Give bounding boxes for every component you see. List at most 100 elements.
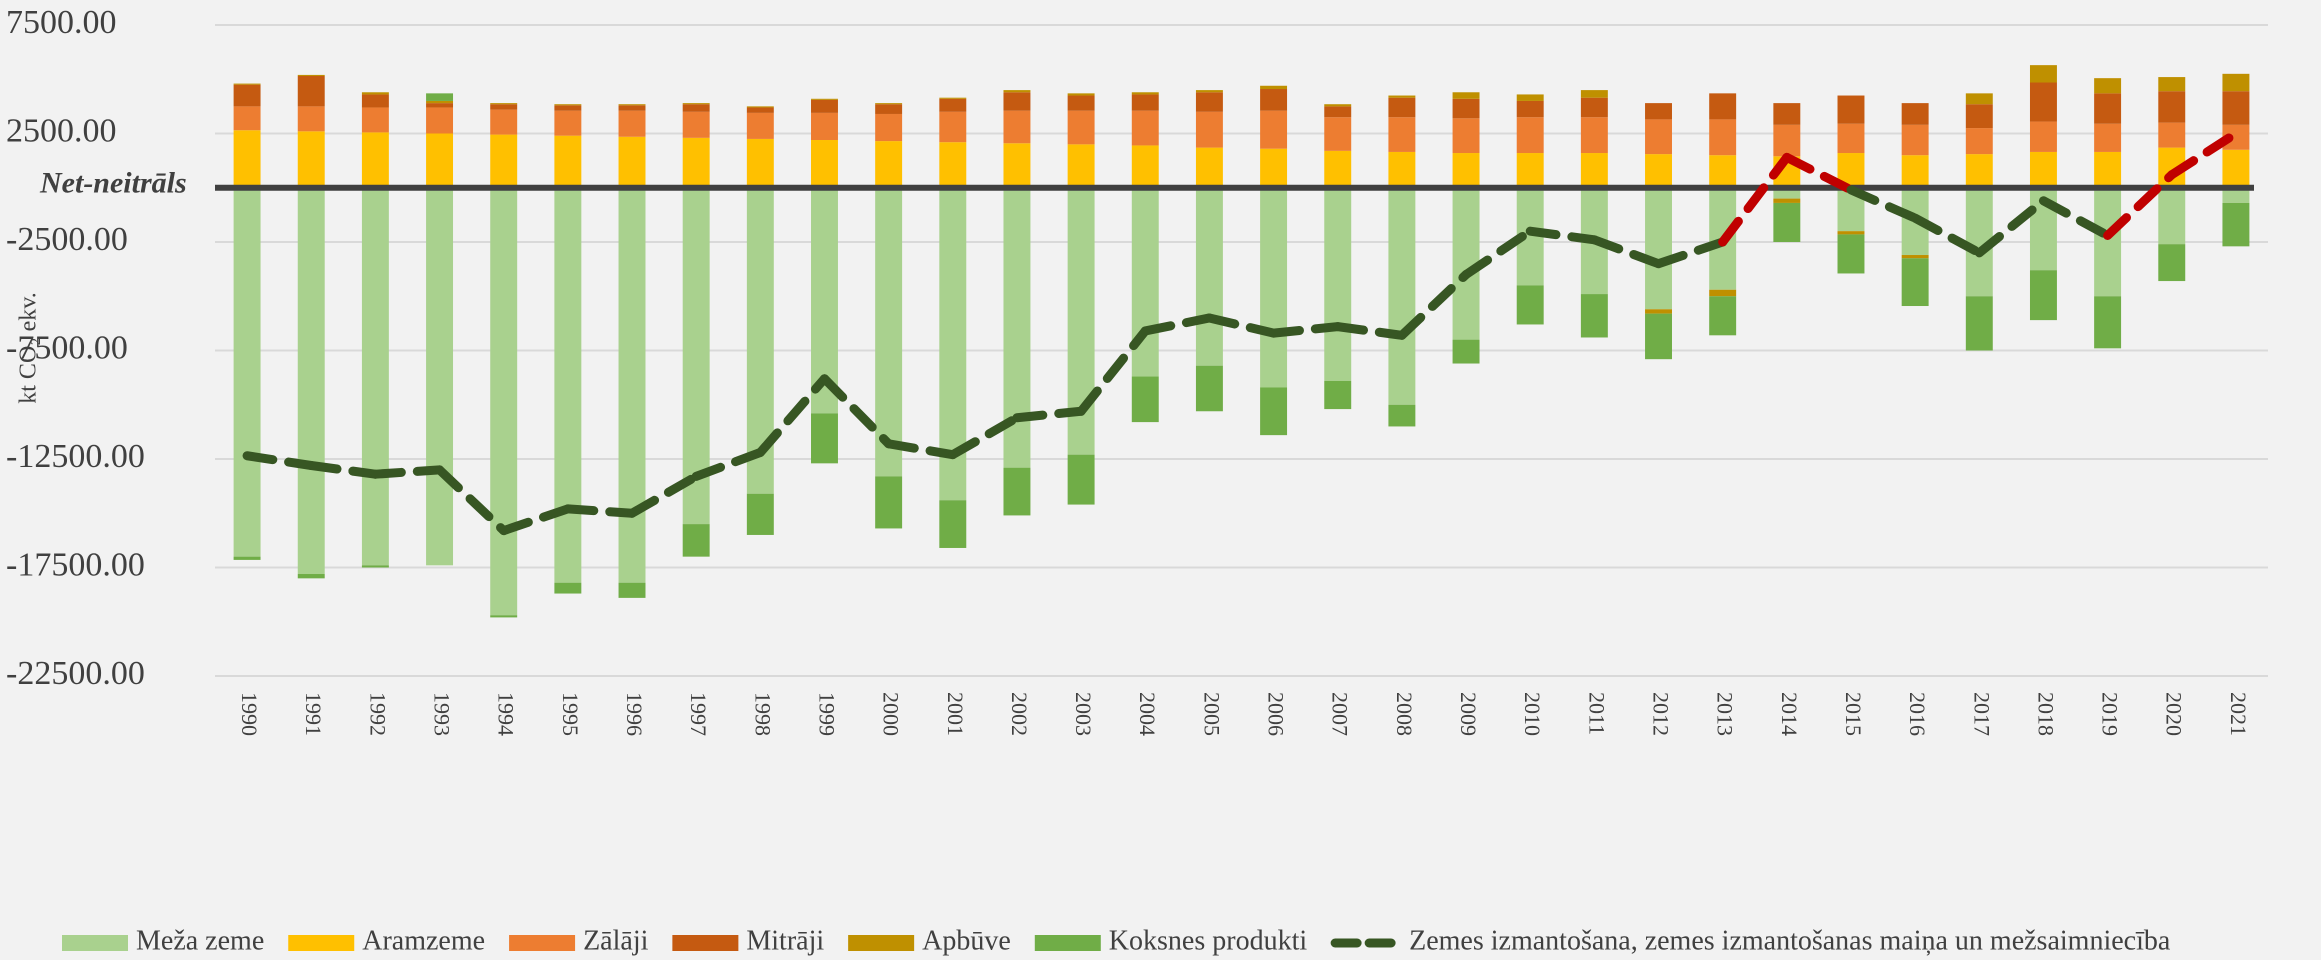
x-tick-label: 1991 xyxy=(301,692,326,736)
bar-segment xyxy=(1773,187,1801,199)
bar-segment xyxy=(1067,93,1095,96)
bar-segment xyxy=(1645,154,1672,188)
bar-segment xyxy=(1901,255,1929,259)
bar-segment xyxy=(1067,144,1095,188)
legend-swatch xyxy=(62,935,128,951)
bar-segment xyxy=(1324,104,1352,107)
x-tick-label: 1999 xyxy=(814,692,839,736)
bar-segment xyxy=(875,104,903,114)
bar-segment xyxy=(939,111,967,143)
bar-segment xyxy=(875,113,903,142)
bar-segment xyxy=(233,130,261,188)
x-tick-label: 1994 xyxy=(494,692,519,736)
bar-segment xyxy=(618,104,646,106)
bar-segment xyxy=(1452,153,1480,188)
bar-segment xyxy=(2029,270,2057,321)
bar-segment xyxy=(1131,145,1159,188)
bar-segment xyxy=(1195,187,1223,366)
bar-segment xyxy=(1195,92,1223,112)
bar-segment xyxy=(1645,187,1672,310)
bar-segment xyxy=(1003,467,1031,516)
bar-segment xyxy=(361,92,389,95)
line-segment xyxy=(1333,322,1407,340)
line-segment xyxy=(2038,196,2113,240)
bar-segment xyxy=(1965,104,1993,129)
bar-segment xyxy=(297,574,325,579)
bar-segment xyxy=(2158,77,2186,92)
x-tick-label: 2007 xyxy=(1328,692,1353,736)
line-segment xyxy=(499,504,573,536)
x-tick-label: 2013 xyxy=(1713,692,1738,736)
bar-segment xyxy=(1452,98,1480,119)
bar-segment xyxy=(1773,124,1801,157)
bar-segment xyxy=(1324,106,1352,118)
bar-segment xyxy=(426,133,454,188)
bar-segment xyxy=(490,103,518,105)
bar-segment xyxy=(361,565,389,568)
line-segment xyxy=(819,374,894,449)
line-segment xyxy=(370,465,445,479)
bar-segment xyxy=(1837,231,1865,235)
x-tick-label: 2003 xyxy=(1071,692,1096,736)
bar-segment xyxy=(2029,121,2057,152)
bar-segment xyxy=(2094,123,2122,152)
line-segment xyxy=(1204,313,1279,338)
legend-label: Zemes izmantošana, zemes izmantošanas ma… xyxy=(1409,925,2171,956)
bar-segment xyxy=(875,476,903,529)
bar-segment xyxy=(554,582,582,594)
x-tick-label: 2008 xyxy=(1392,692,1417,736)
line-segment xyxy=(1269,322,1343,338)
bar-segment xyxy=(1003,143,1031,188)
x-tick-label: 2005 xyxy=(1199,692,1224,736)
line-segment xyxy=(1525,226,1599,245)
bar-segment xyxy=(1260,110,1288,149)
x-tick-label: 2019 xyxy=(2098,692,2123,736)
bar-segment xyxy=(2094,93,2122,124)
bar-segment xyxy=(1324,117,1352,151)
legend-label: Meža zeme xyxy=(136,925,264,956)
bar-segment xyxy=(1452,118,1480,154)
bar-segment xyxy=(682,524,710,557)
line-segment xyxy=(1012,406,1086,423)
bar-segment xyxy=(1709,93,1737,120)
bar-segment xyxy=(682,187,710,525)
bar-segment xyxy=(1837,234,1865,274)
bar-segment xyxy=(1324,150,1352,188)
legend-label: Zālāji xyxy=(583,925,649,956)
bar-segment xyxy=(618,187,646,583)
bar-segment xyxy=(746,493,774,535)
line-segment xyxy=(1654,237,1728,269)
bar-segment xyxy=(2029,65,2057,83)
line-segment xyxy=(563,504,637,518)
bar-segment xyxy=(1580,97,1608,118)
bar-segment xyxy=(361,187,389,566)
x-tick-label: 2015 xyxy=(1841,692,1866,736)
bar-segment xyxy=(618,582,646,598)
bar-segment xyxy=(1067,95,1095,111)
bar-segment xyxy=(1516,94,1544,101)
bar-segment xyxy=(1388,151,1416,188)
x-tick-label: 2016 xyxy=(1905,692,1930,736)
bar-segment xyxy=(1452,339,1480,364)
x-tick-label: 1998 xyxy=(750,692,775,736)
bar-segment xyxy=(490,615,518,618)
bar-segment xyxy=(1516,117,1544,154)
bar-segment xyxy=(1901,258,1929,307)
bar-segment xyxy=(361,107,389,133)
legend-label: Apbūve xyxy=(922,925,1011,956)
bar-segment xyxy=(746,106,774,108)
bar-segment xyxy=(490,109,518,135)
bar-segment xyxy=(2094,187,2122,297)
bar-segment xyxy=(939,98,967,112)
bar-segment xyxy=(811,99,838,113)
bar-segment xyxy=(1260,187,1288,388)
y-axis-label: kt CO₂ ekv. xyxy=(16,292,42,403)
bar-segment xyxy=(490,134,518,188)
bar-segment xyxy=(1709,155,1737,188)
bar-segment xyxy=(1388,187,1416,405)
bar-segment xyxy=(1709,119,1737,156)
bar-segment xyxy=(2029,151,2057,188)
legend-swatch xyxy=(848,935,915,951)
bar-segment xyxy=(297,75,325,107)
x-tick-label: 2020 xyxy=(2162,692,2187,736)
